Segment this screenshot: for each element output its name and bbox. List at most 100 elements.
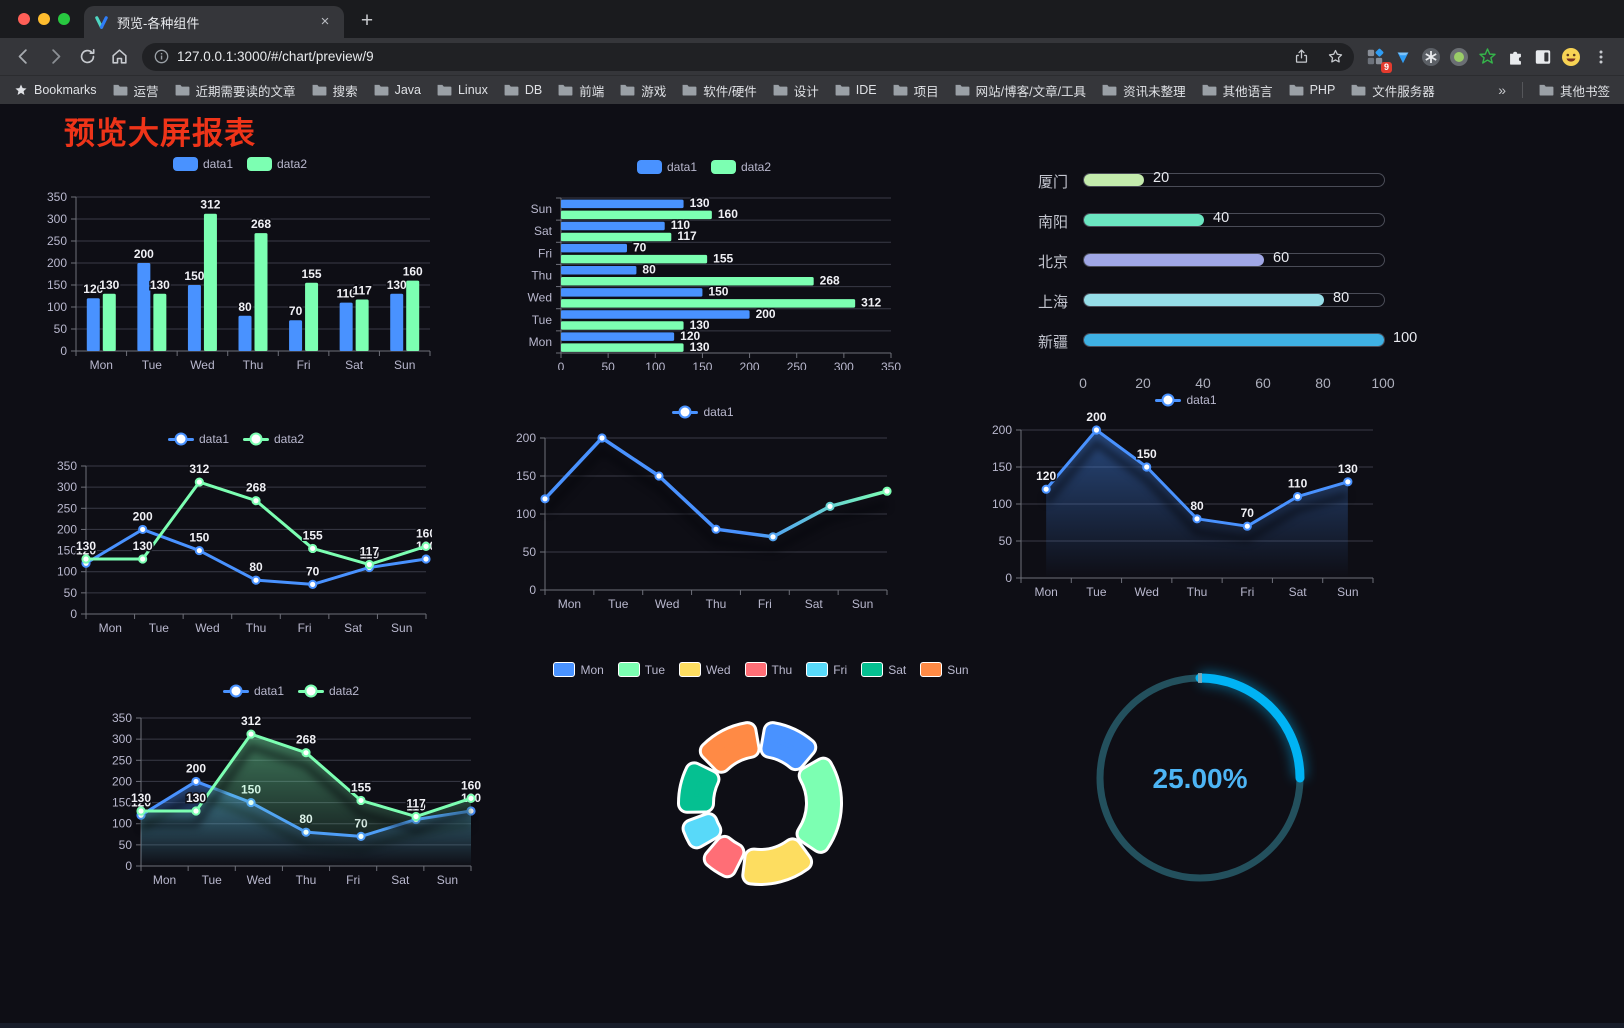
legend-item-data2[interactable]: data2 [298,684,359,698]
minimize-window-button[interactable] [38,13,50,25]
legend-item-data1[interactable]: data1 [167,432,229,446]
legend-item-Sun[interactable]: Sun [920,662,969,677]
svg-text:0: 0 [1005,571,1012,585]
svg-text:312: 312 [200,198,220,212]
bookmarks-overflow-chevron[interactable]: » [1498,82,1506,98]
progress-row-label: 南阳 [1037,214,1068,231]
legend-item-data1[interactable]: data1 [172,157,233,171]
bookmark-folder[interactable]: 搜索 [312,81,358,100]
svg-text:100: 100 [645,360,665,370]
url-bar[interactable]: 127.0.0.1:3000/#/chart/preview/9 [142,42,1354,71]
browser-tab[interactable]: 预览-各种组件 × [84,6,344,38]
legend-item-Wed[interactable]: Wed [679,662,731,677]
extension-gem-icon[interactable] [1390,44,1416,70]
legend-label: data1 [202,157,233,171]
legend-item-data2[interactable]: data2 [711,160,771,174]
legend-item-Fri[interactable]: Fri [806,662,847,677]
legend-item-data1[interactable]: data1 [1155,393,1217,407]
svg-text:200: 200 [133,509,153,523]
bookmark-folder[interactable]: Linux [437,83,488,97]
bookmark-folder[interactable]: Java [374,83,421,97]
svg-text:70: 70 [306,564,320,578]
legend-item-data2[interactable]: data2 [243,432,304,446]
svg-text:150: 150 [184,269,204,283]
legend-swatch-icon [806,662,829,677]
bookmarks-root-label: Bookmarks [34,83,97,97]
legend-item-data1[interactable]: data1 [636,160,697,174]
extension-grid-icon[interactable]: 9 [1362,44,1392,73]
bookmark-folder[interactable]: 近期需要读的文章 [175,81,296,100]
chart-legend: Mon Tue Wed Thu Fri Sat Sun [553,662,969,677]
bookmark-folder-label: 网站/博客/文章/工具 [975,84,1087,99]
svg-text:350: 350 [57,459,77,473]
url-text[interactable]: 127.0.0.1:3000/#/chart/preview/9 [177,49,374,64]
svg-text:350: 350 [47,190,67,204]
tab-close-icon[interactable]: × [320,13,330,30]
svg-text:117: 117 [677,229,697,243]
svg-text:Thu: Thu [243,358,264,371]
svg-text:Mon: Mon [1034,585,1057,599]
legend-item-data2[interactable]: data2 [247,157,307,171]
progress-axis-tick: 20 [1135,375,1151,391]
svg-text:0: 0 [125,859,132,873]
legend-item-Mon[interactable]: Mon [553,662,604,677]
extension-circle-icon[interactable] [1418,44,1444,70]
menu-kebab-icon[interactable] [1586,42,1616,72]
svg-text:Thu: Thu [296,873,317,887]
bookmarks-root[interactable]: Bookmarks [14,83,97,97]
legend-label: data2 [741,160,772,174]
forward-icon[interactable] [40,42,70,72]
svg-text:200: 200 [516,431,536,445]
bookmark-star-icon[interactable] [1322,44,1348,70]
legend-swatch-icon [861,662,884,677]
reload-icon[interactable] [72,42,102,72]
svg-text:0: 0 [558,360,565,370]
extension-sidepanel-icon[interactable] [1530,44,1556,70]
bookmark-folder[interactable]: 文件服务器 [1351,81,1435,100]
share-icon[interactable] [1288,44,1314,70]
zoom-window-button[interactable] [58,13,70,25]
extension-emoji-icon[interactable] [1558,44,1584,70]
bookmark-folder-label: 项目 [913,84,939,99]
bookmark-folder[interactable]: 设计 [773,81,819,100]
legend-item-Thu[interactable]: Thu [744,662,792,677]
legend-label: Mon [580,662,604,677]
bookmark-folder[interactable]: 运营 [113,81,159,100]
bookmark-folder-label: IDE [855,83,877,97]
svg-text:50: 50 [119,838,133,852]
other-bookmarks-folder[interactable]: 其他书签 [1539,81,1610,100]
chart-area-single: data1 0 50 100 150 200 Mon Tue Wed Thu Fri Sat Sun 12… [985,386,1387,602]
bookmark-folder[interactable]: PHP [1289,83,1336,97]
legend-item-data1[interactable]: data1 [222,684,284,698]
new-tab-button[interactable]: + [360,9,374,32]
bookmark-folder-label: PHP [1309,83,1336,97]
extension-puzzle-icon[interactable] [1502,44,1528,70]
legend-item-data1[interactable]: data1 [672,405,734,419]
bookmark-folder-label: DB [524,83,543,97]
bookmark-folder[interactable]: 资讯未整理 [1102,81,1186,100]
svg-text:200: 200 [186,761,206,775]
home-icon[interactable] [104,42,134,72]
svg-text:Fri: Fri [538,246,552,260]
svg-text:155: 155 [302,267,322,281]
bookmark-folder[interactable]: 前端 [558,81,604,100]
bookmark-folder[interactable]: 网站/博客/文章/工具 [955,81,1086,100]
close-window-button[interactable] [18,13,30,25]
bookmark-folder[interactable]: 项目 [893,81,939,100]
bookmark-folder[interactable]: 软件/硬件 [682,81,757,100]
legend-item-Tue[interactable]: Tue [617,662,665,677]
site-info-icon[interactable] [154,49,169,64]
back-icon[interactable] [8,42,38,72]
extension-star-icon[interactable] [1474,44,1500,70]
legend-swatch-icon [636,160,662,174]
svg-text:Sat: Sat [1289,585,1308,599]
bookmark-folder[interactable]: IDE [835,83,877,97]
svg-text:50: 50 [601,360,615,370]
bookmark-folder[interactable]: 其他语言 [1202,81,1273,100]
extension-record-icon[interactable] [1446,44,1472,70]
svg-text:250: 250 [112,753,132,767]
bookmark-folder[interactable]: DB [504,83,542,97]
progress-row-label: 厦门 [1037,174,1068,191]
legend-item-Sat[interactable]: Sat [861,662,906,677]
bookmark-folder[interactable]: 游戏 [620,81,666,100]
